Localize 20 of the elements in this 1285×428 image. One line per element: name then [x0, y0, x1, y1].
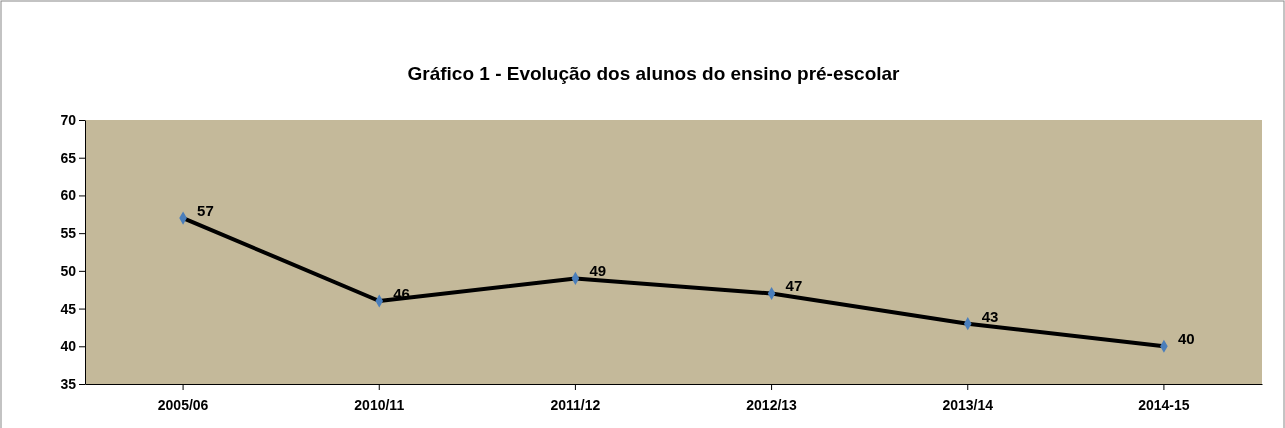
y-tick-label: 40: [60, 338, 77, 355]
x-tick-label: 2012/13: [746, 396, 798, 413]
y-tick-label: 65: [60, 149, 77, 166]
y-tick-label: 35: [60, 375, 77, 392]
data-label: 47: [785, 277, 803, 295]
data-label: 40: [1177, 330, 1195, 348]
y-tick-label: 55: [60, 225, 77, 242]
data-label: 49: [589, 262, 607, 280]
y-tick-label: 70: [60, 111, 77, 128]
y-tick-label: 60: [60, 187, 77, 204]
x-tick-label: 2010/11: [354, 396, 405, 413]
y-tick-label: 50: [60, 262, 77, 279]
y-tick-label: 45: [60, 300, 77, 317]
data-label: 43: [981, 307, 999, 325]
chart-title: Gráfico 1 - Evolução dos alunos do ensino pré-escolar: [407, 63, 901, 84]
x-tick-label: 2013/14: [942, 396, 994, 413]
x-tick-label: 2005/06: [157, 396, 209, 413]
x-tick-label: 2014-15: [1138, 396, 1190, 413]
x-tick-label: 2011/12: [550, 396, 601, 413]
data-label: 57: [197, 202, 214, 220]
